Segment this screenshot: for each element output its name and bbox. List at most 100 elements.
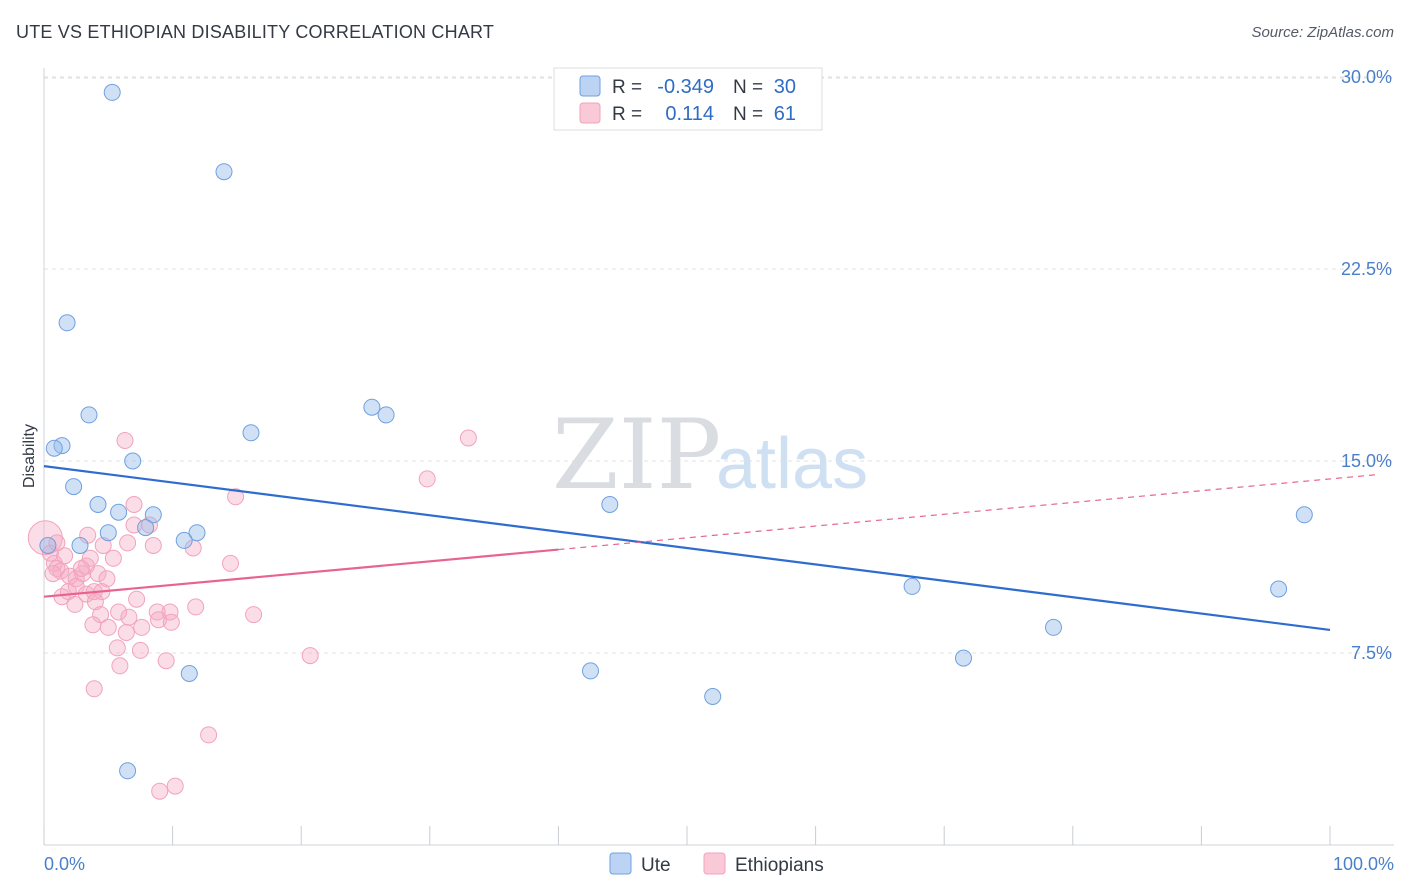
ute-point xyxy=(103,83,121,101)
ethiopians-point xyxy=(459,429,477,447)
ethiopians-point xyxy=(111,657,129,675)
ute-point xyxy=(903,577,921,595)
x-tick-label-max: 100.0% xyxy=(1333,854,1394,874)
ute-point xyxy=(215,163,233,181)
ethiopians-point xyxy=(120,608,138,626)
y-tick-label: 7.5% xyxy=(1351,643,1392,663)
y-tick-label: 30.0% xyxy=(1341,67,1392,87)
axes xyxy=(43,68,1394,846)
ethiopians-point xyxy=(151,782,169,800)
x-tick-label-min: 0.0% xyxy=(44,854,85,874)
x-ticks xyxy=(43,826,1331,845)
ute-n-value: 30 xyxy=(774,76,796,98)
ethiopians-r-value: 0.114 xyxy=(665,103,714,125)
ethiopians-r-label: R = xyxy=(612,104,642,125)
ethiopians-point xyxy=(150,611,167,629)
ute-point xyxy=(45,439,63,457)
ethiopians-point xyxy=(227,488,245,506)
ethiopians-point xyxy=(133,618,151,636)
gridlines xyxy=(44,76,1394,654)
ute-r-label: R = xyxy=(612,77,642,98)
ethiopians-point xyxy=(110,603,128,621)
y-tick-label: 22.5% xyxy=(1341,259,1392,279)
y-tick-labels: 7.5% 15.0% 22.5% 30.0% xyxy=(1341,67,1392,663)
legend-ute-icon xyxy=(609,852,632,875)
series-legend: Ute Ethiopians xyxy=(609,852,824,876)
legend-ethiopians-label: Ethiopians xyxy=(735,855,824,876)
ethiopians-point xyxy=(119,534,137,552)
ethiopians-point xyxy=(131,641,149,659)
ute-point xyxy=(58,314,76,332)
ethiopians-point xyxy=(418,470,436,488)
y-tick-label: 15.0% xyxy=(1341,451,1392,471)
ute-point xyxy=(80,406,98,424)
ethiopians-point xyxy=(166,777,184,795)
ethiopians-point xyxy=(72,560,90,577)
ute-point xyxy=(65,478,83,496)
ethiopians-point xyxy=(187,598,205,616)
data-points xyxy=(27,83,1313,800)
ethiopians-point xyxy=(84,616,102,634)
watermark: ZIP atlas xyxy=(552,399,868,511)
ute-point xyxy=(601,496,619,513)
ethiopians-n-label: N = xyxy=(733,104,763,125)
ute-point xyxy=(188,524,206,542)
chart-title: UTE VS ETHIOPIAN DISABILITY CORRELATION … xyxy=(16,22,495,42)
ethiopians-point xyxy=(98,570,116,588)
ethiopians-point xyxy=(157,652,175,670)
ethiopians-point xyxy=(162,613,180,631)
ute-swatch-icon xyxy=(579,75,601,97)
stats-legend: R = -0.349 N = 30 R = 0.114 N = 61 xyxy=(553,67,823,131)
ethiopians-point xyxy=(56,547,74,565)
legend-ute-label: Ute xyxy=(641,855,671,876)
watermark-atlas: atlas xyxy=(716,424,868,504)
ute-point xyxy=(89,496,107,513)
trend-lines xyxy=(43,465,1381,632)
ute-point xyxy=(582,662,599,680)
ethiopians-point xyxy=(125,496,143,513)
legend-ethiopians-icon xyxy=(703,852,726,875)
ethiopians-point xyxy=(66,595,84,613)
ute-r-value: -0.349 xyxy=(657,76,714,98)
ute-point xyxy=(39,537,57,554)
ethiopians-point xyxy=(44,565,62,583)
ethiopians-point xyxy=(94,537,112,554)
ute-point xyxy=(1295,506,1313,524)
ethiopians-point xyxy=(99,618,117,636)
ethiopians-trend-line xyxy=(43,548,559,598)
ethiopians-point xyxy=(117,624,135,641)
ethiopians-point xyxy=(89,565,107,583)
ethiopians-point xyxy=(128,590,146,608)
source-label: Source: ZipAtlas.com xyxy=(1251,24,1394,41)
ethiopians-trend-line-extension xyxy=(558,473,1381,551)
ute-point xyxy=(124,452,142,470)
ethiopians-point xyxy=(222,554,239,572)
y-axis-title: Disability xyxy=(21,424,38,488)
ethiopians-point xyxy=(85,680,103,698)
x-tick-labels: 0.0% 100.0% xyxy=(44,854,1394,874)
ute-trend-line xyxy=(43,465,1331,632)
ute-point xyxy=(704,688,722,705)
ute-point xyxy=(180,665,198,682)
ethiopians-point xyxy=(104,549,122,567)
ute-point xyxy=(363,398,381,416)
ute-point xyxy=(99,524,117,542)
ute-point xyxy=(119,762,137,780)
ute-point xyxy=(955,649,972,667)
ute-point xyxy=(1045,618,1062,636)
ethiopians-point xyxy=(200,726,218,744)
ethiopians-point xyxy=(116,432,134,449)
ute-point xyxy=(137,519,155,537)
watermark-zip: ZIP xyxy=(552,399,721,511)
ute-point xyxy=(175,531,193,549)
ethiopians-point xyxy=(301,647,319,665)
ethiopians-swatch-icon xyxy=(579,102,601,124)
ute-point xyxy=(144,506,162,524)
ute-point xyxy=(1270,580,1288,598)
ute-point xyxy=(110,503,128,521)
ute-point xyxy=(242,424,260,442)
ute-point xyxy=(71,537,89,554)
ethiopians-n-value: 61 xyxy=(774,103,796,125)
ethiopians-point xyxy=(86,593,104,611)
